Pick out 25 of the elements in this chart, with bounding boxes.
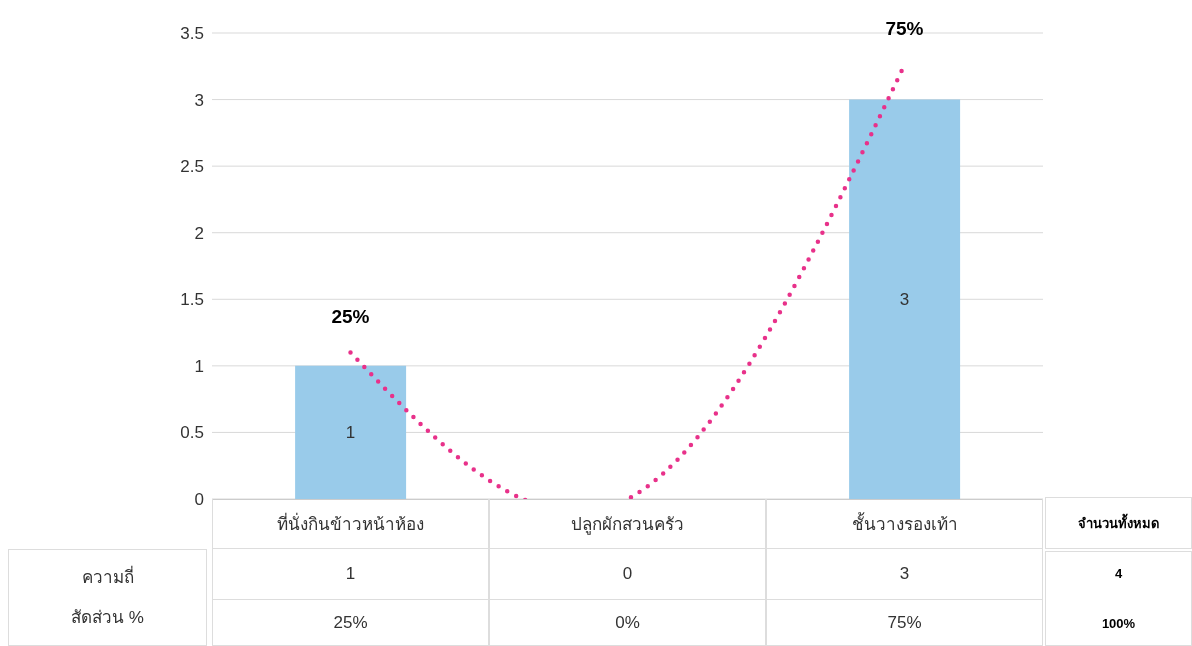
text: 3 bbox=[899, 289, 910, 309]
data-label: 0 bbox=[489, 549, 766, 600]
y-tick-label: 3.5 bbox=[180, 24, 204, 44]
text: 100% bbox=[1101, 614, 1136, 633]
text: 4 bbox=[1113, 564, 1124, 583]
data-label: 3 bbox=[766, 549, 1043, 600]
text: 1 bbox=[345, 422, 356, 442]
text: ความถี่ bbox=[80, 564, 135, 589]
annotation: 25% bbox=[331, 305, 370, 327]
y-tick-label: 1.5 bbox=[180, 290, 204, 310]
x-tick-label: ที่นั่งกินข้าวหน้าห้อง bbox=[212, 499, 489, 549]
text: สัดส่วน % bbox=[71, 606, 144, 629]
annotation: 75% bbox=[885, 17, 924, 39]
x-tick-label: ปลูกผักสวนครัว bbox=[489, 499, 766, 549]
y-tick-label: 2 bbox=[194, 223, 204, 243]
y-tick-label: 0.5 bbox=[180, 423, 204, 443]
text: จำนวนทั้งหมด bbox=[1045, 497, 1192, 549]
y-tick-label: 1 bbox=[194, 356, 204, 376]
y-tick-label: 2.5 bbox=[180, 157, 204, 177]
text: 25% bbox=[333, 612, 368, 632]
y-tick-label: 0 bbox=[194, 490, 204, 510]
y-tick-label: 3 bbox=[194, 90, 204, 110]
text: 75% bbox=[887, 612, 922, 632]
x-tick-label: ชั้นวางรองเท้า bbox=[766, 499, 1043, 549]
text: 0% bbox=[489, 600, 766, 646]
